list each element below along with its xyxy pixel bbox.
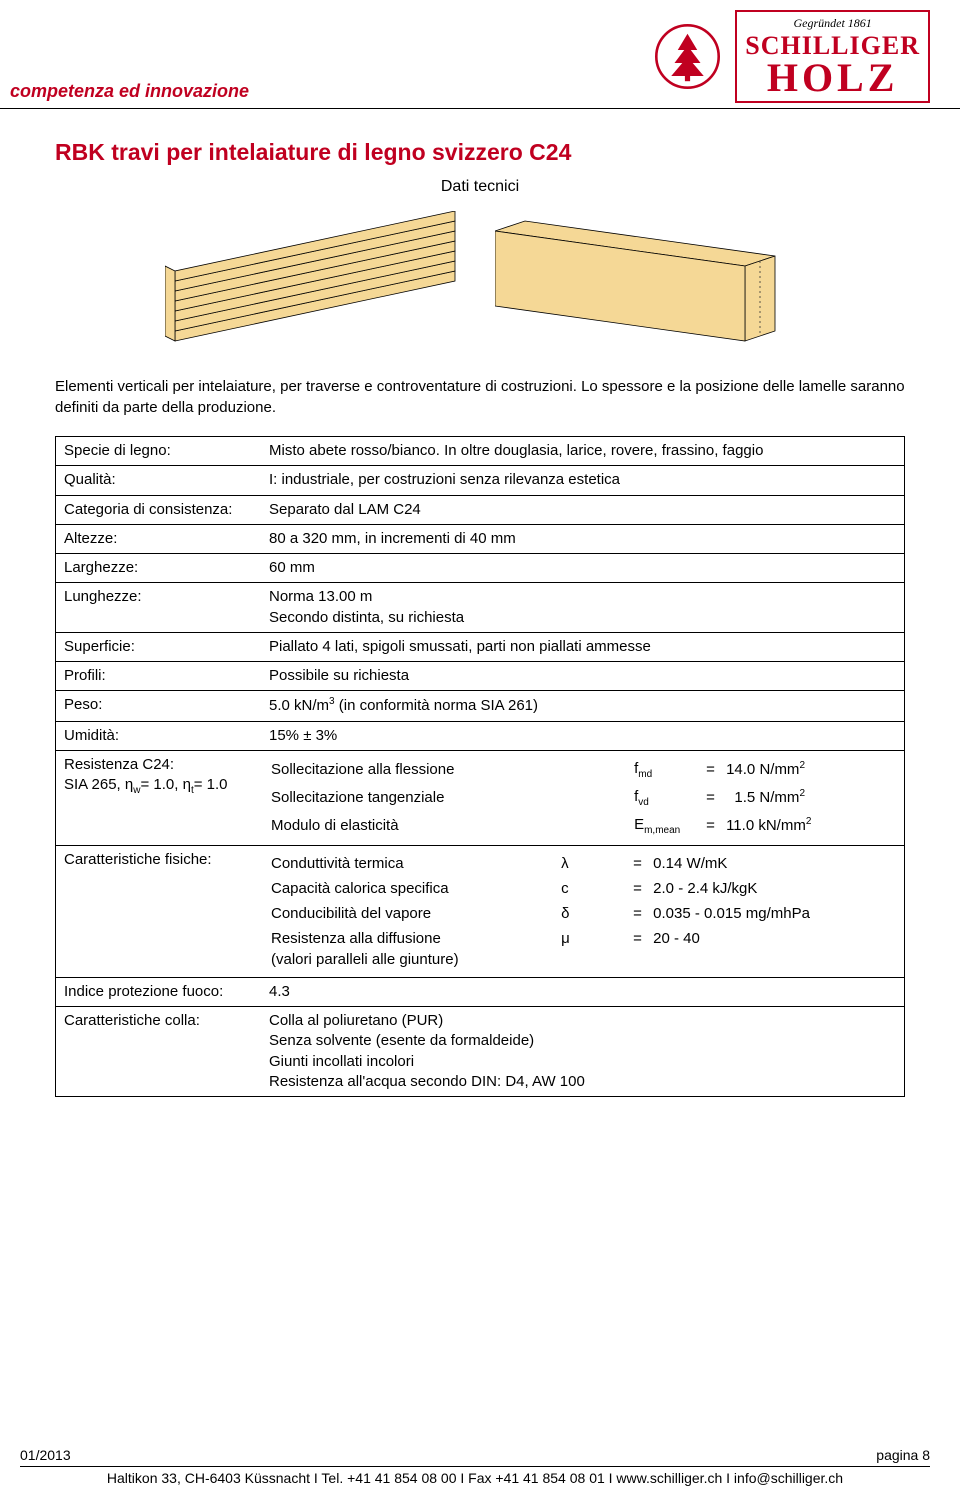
label-quality: Qualità: [56,466,261,494]
value-physical: Conduttività termica λ = 0.14 W/mK Capac… [261,846,904,977]
value-surface: Piallato 4 lati, spigoli smussati, parti… [261,633,904,661]
solid-beam-icon [495,211,795,351]
row-quality: Qualità: I: industriale, per costruzioni… [56,466,904,495]
label-heights: Altezze: [56,525,261,553]
footer-date: 01/2013 [20,1447,71,1463]
label-species: Specie di legno: [56,437,261,465]
founded-text: Gegründet 1861 [745,16,920,31]
footer-page: pagina 8 [876,1447,930,1463]
row-weight: Peso: 5.0 kN/m3 (in conformità norma SIA… [56,691,904,721]
brand-box: Gegründet 1861 SCHILLIGER HOLZ [735,10,930,103]
label-widths: Larghezze: [56,554,261,582]
page-title: RBK travi per intelaiature di legno sviz… [55,139,905,166]
value-resistance: Sollecitazione alla flessione fmd = 14.0… [261,751,904,845]
value-species: Misto abete rosso/bianco. In oltre dougl… [261,437,904,465]
row-widths: Larghezze: 60 mm [56,554,904,583]
row-lengths: Lunghezze: Norma 13.00 m Secondo distint… [56,583,904,633]
row-surface: Superficie: Piallato 4 lati, spigoli smu… [56,633,904,662]
tree-logo-icon [655,24,720,89]
beam-illustrations [55,211,905,351]
value-weight: 5.0 kN/m3 (in conformità norma SIA 261) [261,691,904,720]
logo-area: Gegründet 1861 SCHILLIGER HOLZ [655,10,930,108]
label-physical: Caratteristiche fisiche: [56,846,261,977]
page-footer: 01/2013 pagina 8 Haltikon 33, CH-6403 Kü… [0,1447,960,1486]
spec-table: Specie di legno: Misto abete rosso/bianc… [55,436,905,1097]
value-fire: 4.3 [261,978,904,1006]
label-humidity: Umidità: [56,722,261,750]
footer-address: Haltikon 33, CH-6403 Küssnacht I Tel. +4… [20,1467,930,1486]
row-physical: Caratteristiche fisiche: Conduttività te… [56,846,904,978]
row-category: Categoria di consistenza: Separato dal L… [56,496,904,525]
label-resistance: Resistenza C24: SIA 265, ηw= 1.0, ηt= 1.… [56,751,261,845]
row-species: Specie di legno: Misto abete rosso/bianc… [56,437,904,466]
row-glue: Caratteristiche colla: Colla al poliuret… [56,1007,904,1096]
row-resistance: Resistenza C24: SIA 265, ηw= 1.0, ηt= 1.… [56,751,904,846]
content-area: RBK travi per intelaiature di legno sviz… [0,139,960,1097]
value-category: Separato dal LAM C24 [261,496,904,524]
footer-top: 01/2013 pagina 8 [20,1447,930,1467]
value-lengths: Norma 13.00 m Secondo distinta, su richi… [261,583,904,632]
label-fire: Indice protezione fuoco: [56,978,261,1006]
value-humidity: 15% ± 3% [261,722,904,750]
brand-name-bottom: HOLZ [745,58,920,98]
label-profiles: Profili: [56,662,261,690]
value-profiles: Possibile su richiesta [261,662,904,690]
laminated-beam-icon [165,211,465,351]
value-widths: 60 mm [261,554,904,582]
row-profiles: Profili: Possibile su richiesta [56,662,904,691]
intro-text: Elementi verticali per intelaiature, per… [55,376,905,418]
value-quality: I: industriale, per costruzioni senza ri… [261,466,904,494]
tagline: competenza ed innovazione [10,81,249,108]
row-fire: Indice protezione fuoco: 4.3 [56,978,904,1007]
label-weight: Peso: [56,691,261,720]
value-heights: 80 a 320 mm, in incrementi di 40 mm [261,525,904,553]
value-glue: Colla al poliuretano (PUR) Senza solvent… [261,1007,904,1096]
label-lengths: Lunghezze: [56,583,261,632]
label-surface: Superficie: [56,633,261,661]
label-glue: Caratteristiche colla: [56,1007,261,1096]
row-humidity: Umidità: 15% ± 3% [56,722,904,751]
subtitle: Dati tecnici [55,178,905,196]
row-heights: Altezze: 80 a 320 mm, in incrementi di 4… [56,525,904,554]
label-category: Categoria di consistenza: [56,496,261,524]
page-header: competenza ed innovazione Gegründet 1861… [0,0,960,109]
